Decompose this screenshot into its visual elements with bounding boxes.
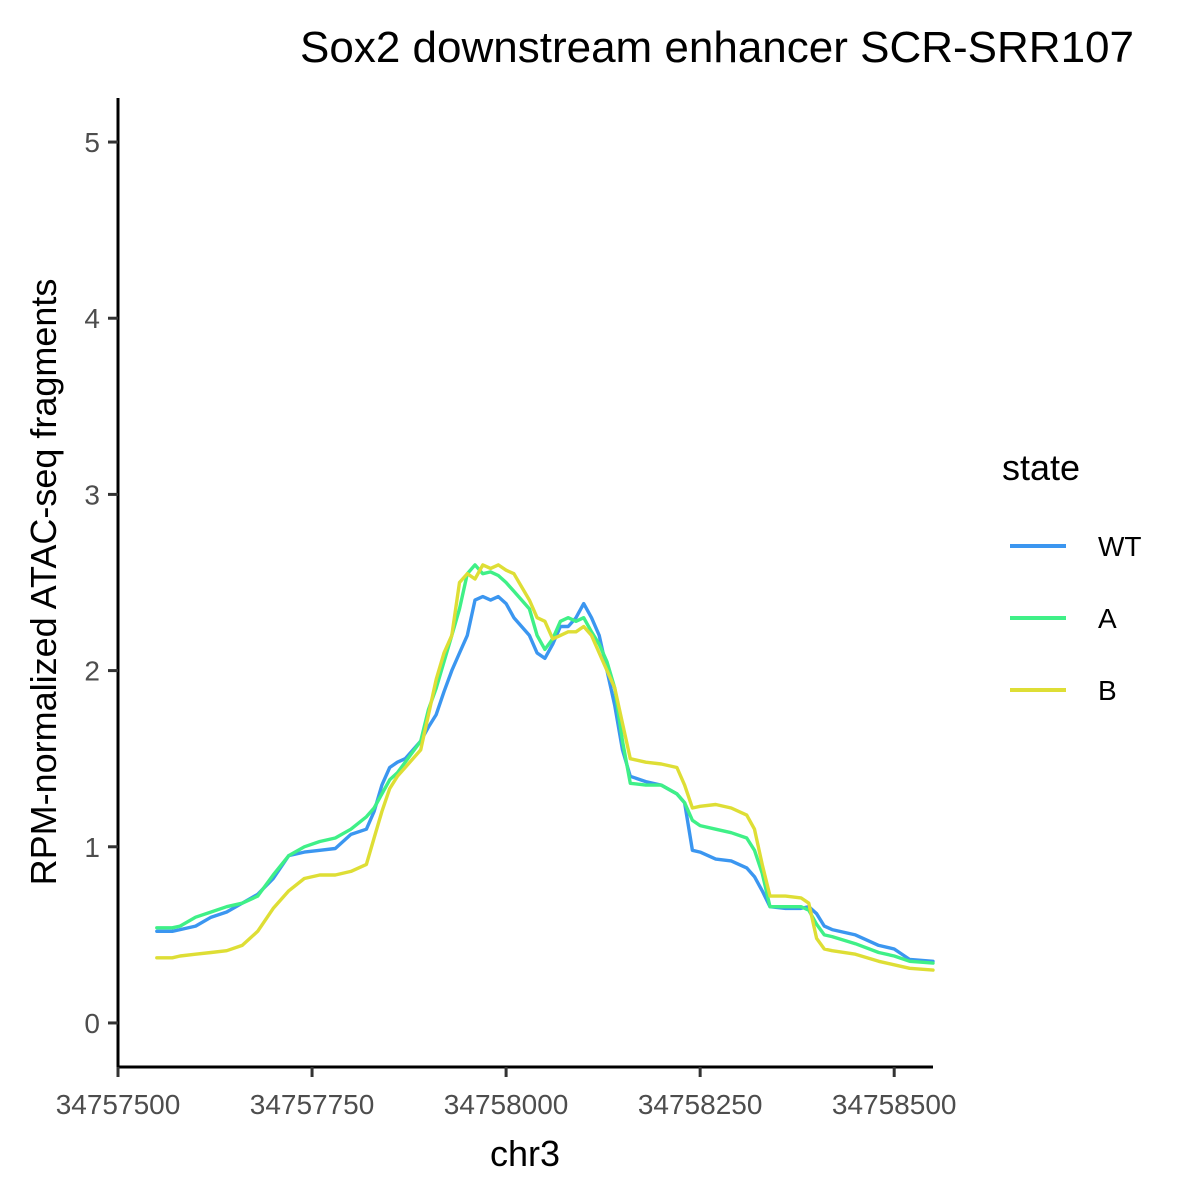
chart-title: Sox2 downstream enhancer SCR-SRR107 xyxy=(300,23,1134,72)
legend-label-wt: WT xyxy=(1098,531,1142,562)
series-line-b xyxy=(155,563,935,972)
y-tick-label: 3 xyxy=(84,479,100,510)
legend-label-b: B xyxy=(1098,675,1117,706)
legend-label-a: A xyxy=(1098,603,1117,634)
legend: state WT A B xyxy=(1002,447,1142,706)
series-line-wt xyxy=(155,594,935,963)
series-group xyxy=(155,563,935,972)
y-axis-ticks: 0 1 2 3 4 5 xyxy=(84,127,118,1039)
y-axis-title: RPM-normalized ATAC-seq fragments xyxy=(23,279,64,886)
x-tick-label: 34758000 xyxy=(444,1089,569,1120)
legend-items: WT A B xyxy=(1010,531,1142,706)
legend-title: state xyxy=(1002,447,1080,488)
x-tick-label: 34758250 xyxy=(638,1089,763,1120)
x-axis-ticks: 34757500 34757750 34758000 34758250 34758500 xyxy=(56,1067,957,1120)
y-tick-label: 0 xyxy=(84,1008,100,1039)
y-tick-label: 5 xyxy=(84,127,100,158)
series-line-a xyxy=(155,563,935,965)
y-tick-label: 4 xyxy=(84,303,100,334)
x-tick-label: 34757750 xyxy=(250,1089,375,1120)
x-tick-label: 34758500 xyxy=(832,1089,957,1120)
x-axis-title: chr3 xyxy=(490,1133,560,1174)
y-tick-label: 2 xyxy=(84,656,100,687)
y-tick-label: 1 xyxy=(84,832,100,863)
x-tick-label: 34757500 xyxy=(56,1089,181,1120)
